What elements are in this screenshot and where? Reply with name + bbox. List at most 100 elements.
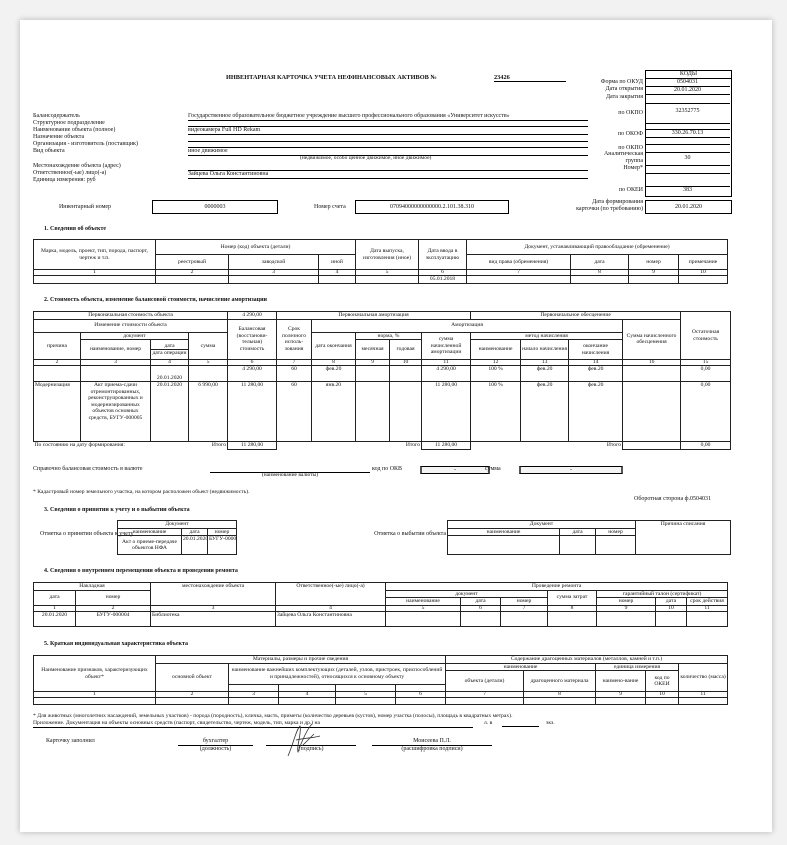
th-qty: количество (масса)	[678, 662, 729, 692]
section1-title: 1. Сведения об объекте	[44, 226, 107, 232]
th-mat: драгоценного материала	[523, 670, 597, 692]
cell-date: 20.01.2020	[150, 365, 189, 382]
code-group: 30	[684, 155, 691, 161]
code-label-close-date: Дата закрытия	[605, 94, 643, 100]
th-components: наименование важнейших комплектующих (де…	[227, 662, 447, 685]
th-repair: Проведение ремонта	[385, 582, 729, 591]
handwritten-signature	[287, 723, 321, 757]
th-commission: Дата ввода в эксплуатацию	[418, 239, 467, 270]
th-other: иной	[318, 254, 356, 270]
dispose-label: Отметка о выбытии объекта	[374, 531, 446, 537]
holder-value: Государственное образовательное бюджетно…	[188, 113, 588, 121]
cell: фев.20	[520, 381, 570, 442]
code-okof: 330.26.70.13	[645, 129, 730, 138]
maker-value	[188, 140, 588, 148]
th-num: номер	[207, 527, 237, 536]
th-obj: объекта (детали)	[445, 670, 525, 692]
th-reason: причина	[33, 331, 81, 360]
th-num: номер	[595, 527, 636, 536]
th-materials: Материалы, размеры и прочие сведения	[154, 655, 447, 664]
th-change: Изменение стоимости объекта	[33, 318, 228, 333]
object-info-table: Марка, модель, проект, тип, порода, пасп…	[33, 239, 729, 284]
cell: БУГУ-000004	[74, 610, 152, 627]
inventory-number: 0000003	[152, 200, 278, 214]
code-number	[645, 165, 730, 174]
cell: 11 280,00	[420, 381, 472, 442]
th-name: наименование	[385, 597, 462, 606]
cell	[335, 684, 396, 692]
th-precious: Содержание драгоценных материалов (метал…	[445, 655, 729, 664]
kind-label: Вид объекта	[33, 148, 65, 154]
th-document: Документ	[117, 520, 237, 529]
th-unit: единица измерения	[595, 662, 680, 671]
col-num: 10	[677, 269, 729, 276]
cell	[355, 275, 419, 284]
cell	[228, 684, 279, 692]
kind-value: иное движимое	[188, 148, 588, 156]
cell	[570, 275, 629, 284]
currency-hint: (наименование валюты)	[261, 472, 319, 478]
th-features: Наименование признаков, характеризующих …	[33, 655, 156, 692]
cell: 0,00	[680, 365, 732, 382]
code-label-group: Аналитическая	[603, 151, 643, 157]
okv-value: -	[420, 466, 490, 474]
currency-sum-label: сумма	[485, 466, 501, 472]
name-value: видеокамера Full HD Rekam	[188, 127, 588, 135]
code-okpo-2	[645, 144, 730, 153]
appendix-copies-field	[502, 720, 539, 727]
th-init-amort: Первоначальная амортизация	[275, 311, 472, 320]
cell	[686, 610, 729, 627]
cell: фев.20	[568, 381, 624, 442]
th-number: Номер (код) объекта (детали)	[155, 239, 356, 255]
inventory-label: Инвентарный номер	[58, 204, 112, 210]
th-m-name: наименование	[470, 339, 522, 360]
cell	[80, 365, 151, 382]
cell	[622, 381, 682, 442]
th-init-impair: Первоначальное обесценение	[470, 311, 682, 320]
account-number: 07094000000000000.2.101.38.310	[355, 200, 509, 214]
cell	[228, 275, 319, 284]
th-location: местонахождение объекта	[150, 582, 277, 606]
th-w-num: номер	[596, 597, 657, 606]
form-date: 20.01.2020	[645, 200, 732, 214]
cell	[394, 684, 447, 692]
accept-doc-name: Акт о приеме-передаче объектов НФА	[117, 535, 182, 555]
th-amort-sum: сумма начисленной амортизации	[420, 331, 472, 360]
total-residual: 0,00	[680, 441, 732, 450]
code-label-open-date: Дата открытия	[605, 86, 643, 92]
dispose-table: Документ Причина списания наименование дат…	[447, 520, 731, 555]
appendix-copies: экз.	[546, 720, 555, 726]
footnote-cadastral: * Кадастровый номер земельного участка, …	[33, 489, 250, 495]
th-document: документ	[80, 331, 189, 340]
total-label: Итого	[211, 442, 226, 449]
signer-name-hint: (расшифровка подписи)	[401, 746, 463, 752]
cell: 0,00	[680, 381, 732, 442]
initial-value: 4 290,00	[227, 311, 277, 320]
name-label: Наименование объекта (полное)	[33, 127, 116, 133]
code-close-date	[645, 94, 730, 104]
cell	[596, 610, 657, 627]
responsible-label: Ответственное(-ые) лицо(-а)	[33, 170, 107, 176]
th-okei: код по ОКЕИ	[645, 670, 680, 692]
signature-hint: (подпись)	[298, 746, 324, 752]
th-date: дата	[181, 527, 208, 536]
table-row: Модернизация Акт приема-сдачи отремонтиро…	[33, 381, 732, 442]
as-of-label: По состоянию на дату формирования:	[34, 442, 125, 449]
appendix-text: Приложение. Документация на объекты осно…	[33, 720, 473, 728]
purpose-value	[188, 134, 588, 142]
th-sum: сумма	[188, 331, 228, 360]
movement-table: Накладная местонахождение объекта Ответств…	[32, 582, 729, 627]
appendix-sheets: л. в	[484, 720, 493, 726]
code-okud: 0504031	[677, 79, 698, 85]
cell	[500, 610, 549, 627]
cell	[355, 381, 390, 442]
total-label-3: Итого	[470, 441, 623, 449]
cell: Зайцева Ольга Константиновна	[275, 610, 387, 627]
th-uname: наимено-вание	[595, 670, 647, 692]
cell	[547, 610, 598, 627]
division-value	[188, 119, 588, 127]
accept-table: Документ наименование дата номер Акт о при…	[117, 520, 237, 555]
table-row	[447, 535, 731, 555]
table-row: 20.01.2020 БУГУ-000004 Библиотека Зайцева О…	[33, 610, 729, 627]
th-residual: Остаточная стоимость	[680, 311, 732, 360]
